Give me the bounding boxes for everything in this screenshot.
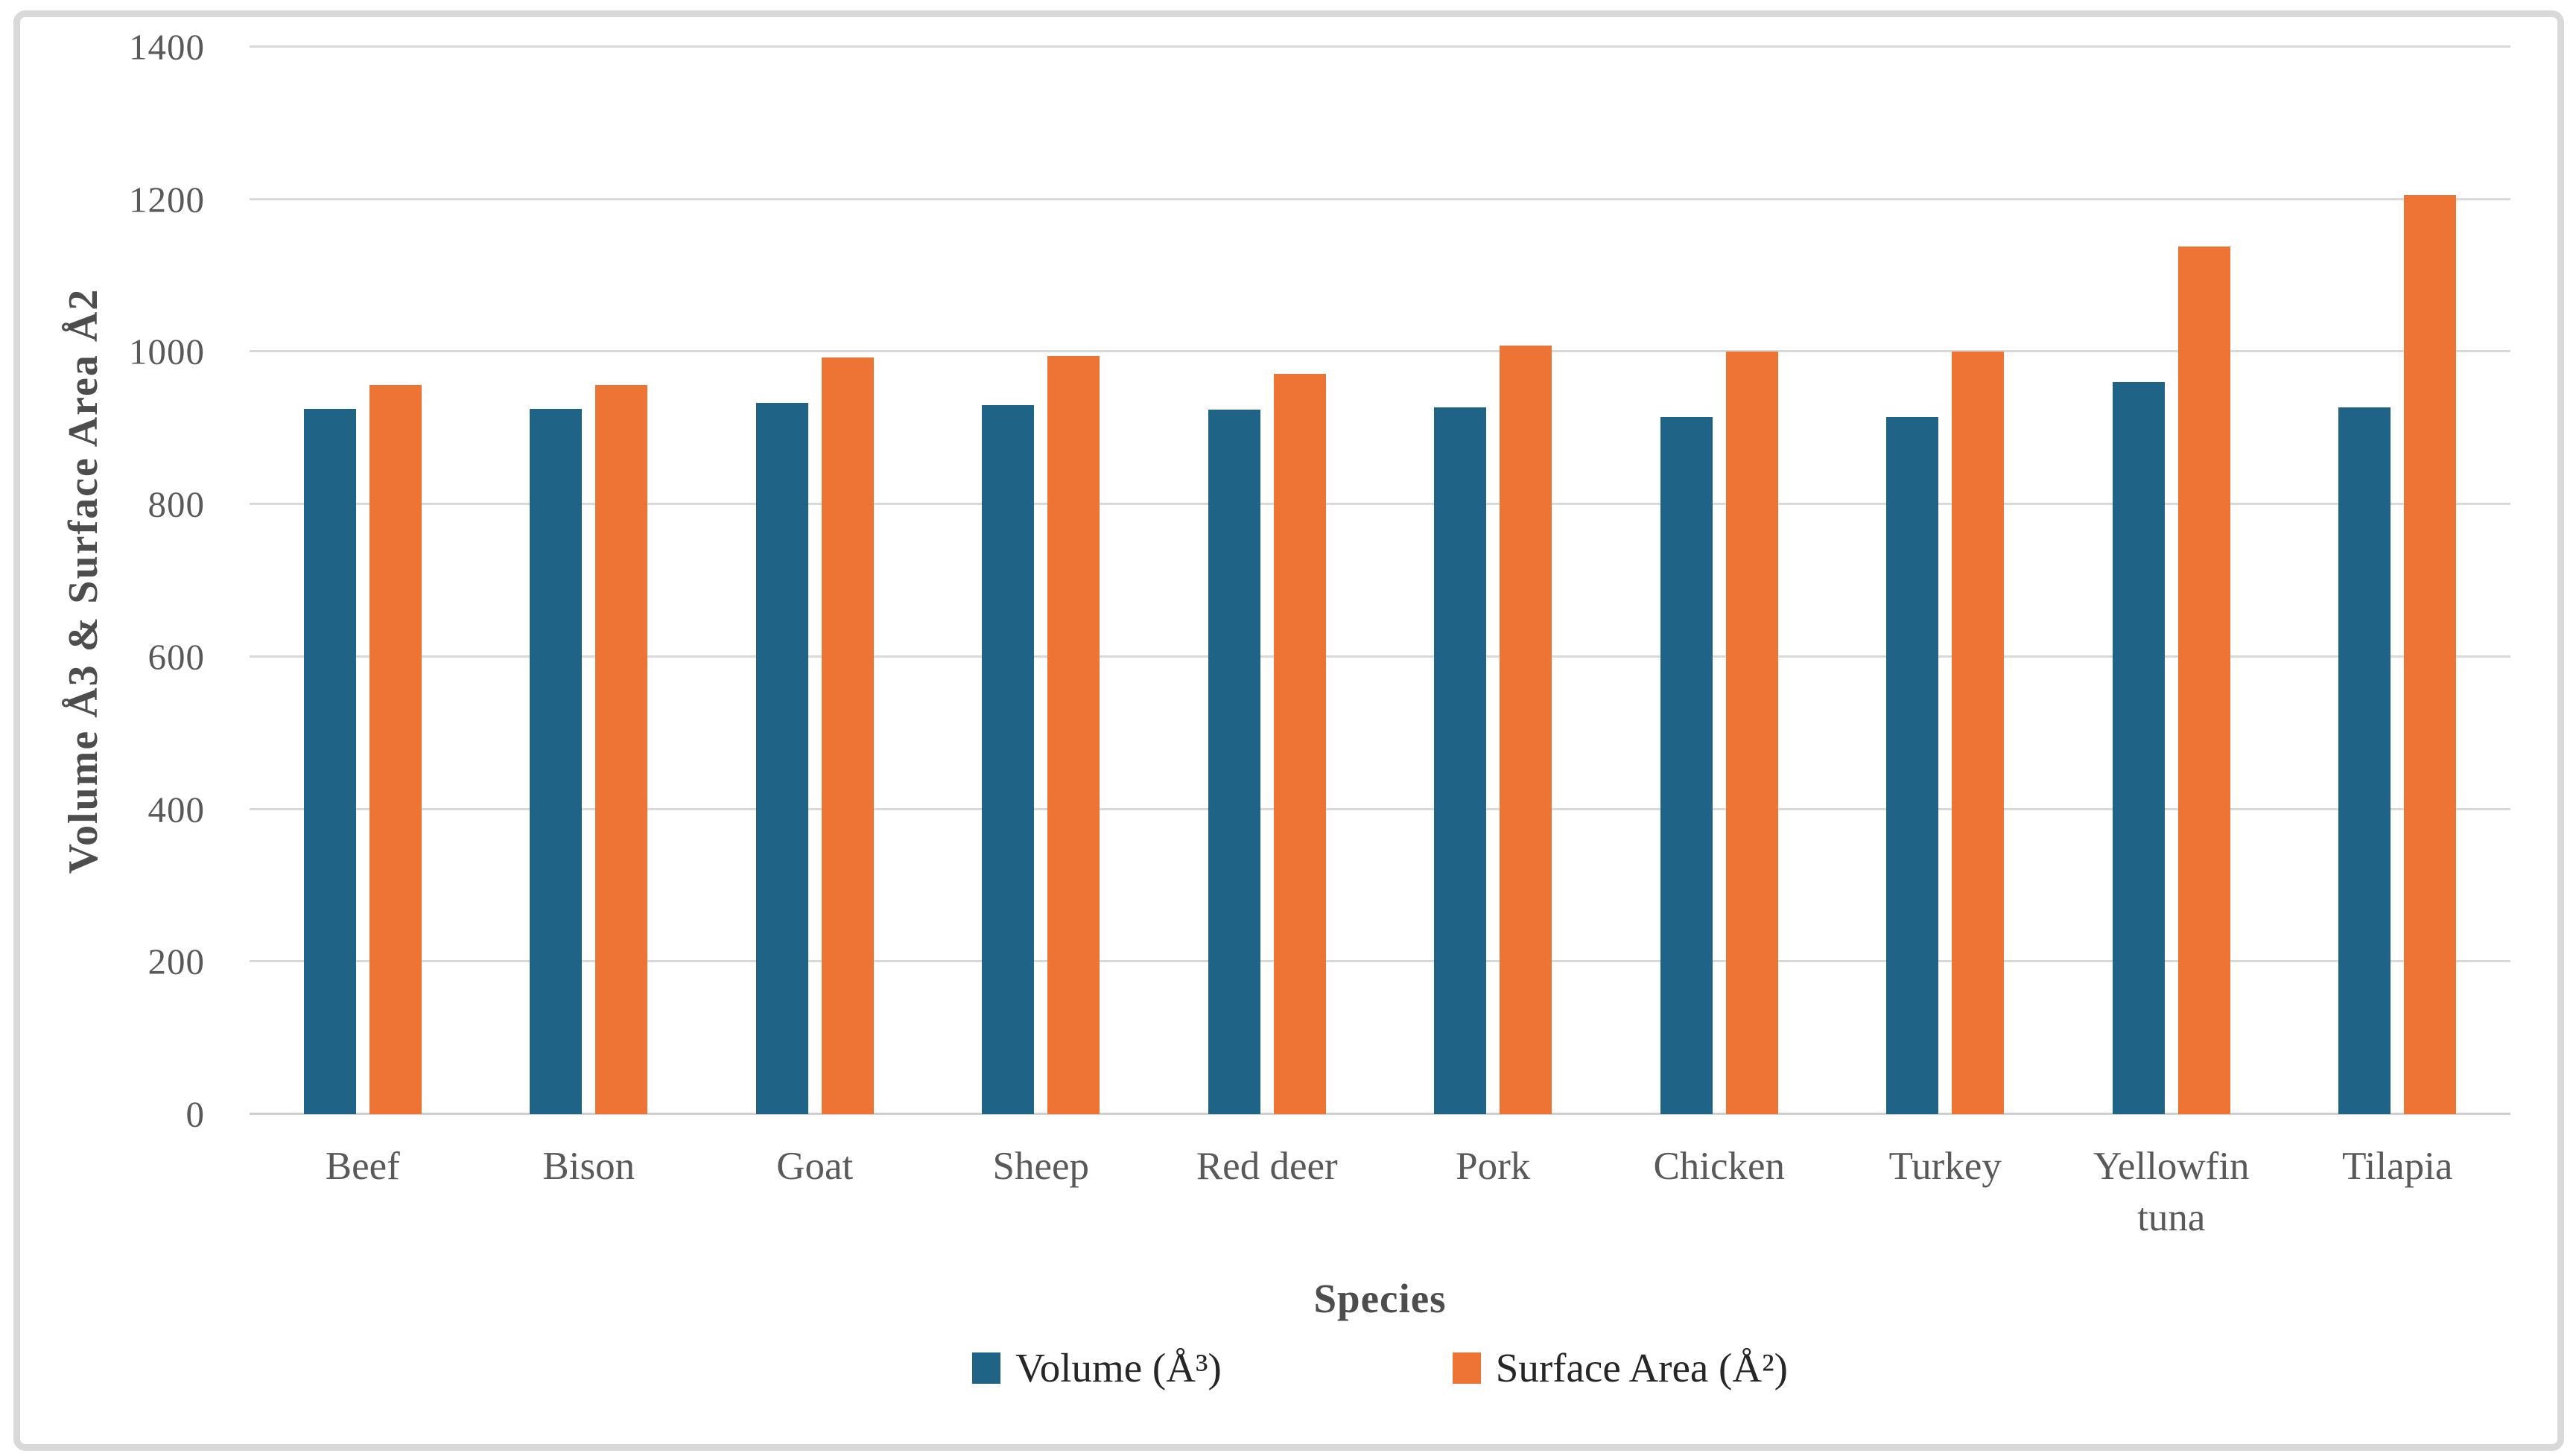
x-axis-label-yellowfin-tuna: Yellowfin tuna [2093,1145,2250,1239]
y-axis-tick-label: 1400 [129,26,205,68]
bar-volume-yellowfin-tuna [2112,382,2165,1114]
bar-surface-area-goat [821,357,874,1114]
gridline [250,960,2510,963]
y-axis-tick-label: 200 [147,941,205,982]
bar-volume-sheep [982,405,1035,1114]
x-axis-title: Species [1313,1276,1447,1321]
bar-surface-area-red-deer [1273,374,1326,1114]
bar-surface-area-chicken [1725,352,1778,1114]
category-group-turkey [1833,47,2059,1114]
gridline [250,350,2510,353]
x-axis-label-sheep: Sheep [992,1145,1090,1188]
y-axis-tick-label: 1000 [129,331,205,372]
gridline [250,503,2510,506]
x-axis-labels: Beef Bison Goat Sheep Red deer Pork Chicken Tur… [250,1141,2510,1244]
x-axis-label-turkey: Turkey [1888,1145,2002,1188]
x-axis-label-beef: Beef [325,1145,400,1188]
y-axis-tick-labels: 1400 1200 1000 800 600 400 200 0 [0,27,227,1135]
bar-surface-area-beef [369,385,422,1114]
category-group-beef [250,47,476,1114]
bar-surface-area-bison [595,385,648,1114]
y-axis-tick-label: 0 [185,1093,205,1135]
y-axis-tick-label: 600 [147,636,205,678]
plot-area [250,45,2510,1115]
bar-surface-area-turkey [1952,352,2005,1114]
bar-volume-turkey [1886,417,1939,1114]
x-axis-label-bison: Bison [542,1145,635,1188]
category-group-pork [1380,47,1607,1114]
bar-volume-goat [755,403,808,1114]
y-axis-tick-label: 1200 [129,179,205,220]
category-group-yellowfin-tuna [2058,47,2285,1114]
x-axis-line [250,1113,2510,1115]
x-axis-label-pork: Pork [1456,1145,1531,1188]
bar-volume-pork [1434,407,1487,1114]
bar-surface-area-sheep [1047,355,1100,1114]
bar-surface-area-pork [1500,346,1552,1114]
x-axis-label-tilapia: Tilapia [2342,1145,2453,1188]
legend-item-surface-area: Surface Area (Å²) [1452,1344,1788,1391]
legend-item-volume: Volume (Å³) [972,1344,1222,1391]
x-axis-label-chicken: Chicken [1653,1145,1786,1188]
legend-label: Volume (Å³) [1015,1345,1222,1390]
x-axis-label-red-deer: Red deer [1196,1145,1338,1188]
category-group-goat [702,47,928,1114]
legend: Volume (Å³) Surface Area (Å²) [250,1344,2510,1391]
category-group-red-deer [1154,47,1380,1114]
category-group-bison [476,47,702,1114]
bars-layer [250,47,2510,1114]
y-axis-tick-label: 400 [147,789,205,830]
bar-volume-red-deer [1208,410,1260,1114]
legend-label: Surface Area (Å²) [1495,1345,1788,1390]
gridline [250,655,2510,658]
legend-swatch-icon [1452,1352,1481,1384]
bar-surface-area-tilapia [2404,194,2457,1114]
legend-swatch-icon [972,1352,1001,1384]
bar-volume-beef [303,409,356,1114]
x-axis-label-goat: Goat [776,1145,854,1188]
bar-volume-tilapia [2338,407,2391,1114]
category-group-chicken [1606,47,1833,1114]
y-axis-tick-label: 800 [147,483,205,525]
bar-volume-chicken [1660,417,1713,1114]
gridline [250,807,2510,810]
bar-surface-area-yellowfin-tuna [2177,247,2230,1114]
bar-volume-bison [530,409,583,1114]
gridline [250,197,2510,200]
category-group-tilapia [2285,47,2511,1114]
gridline [250,45,2510,48]
category-group-sheep [928,47,1155,1114]
